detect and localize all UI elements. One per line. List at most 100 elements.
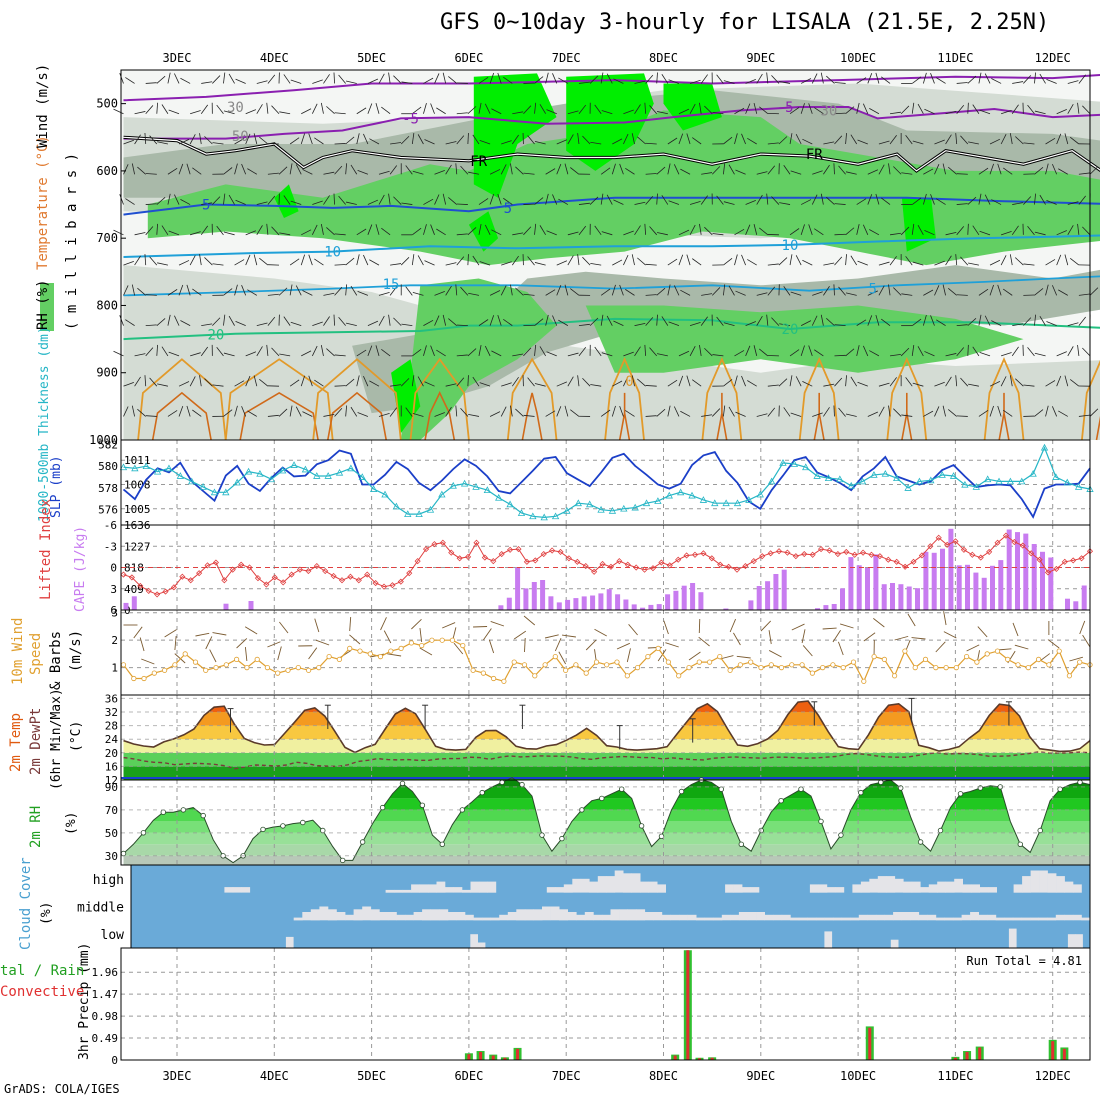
wind-barb	[756, 194, 763, 205]
li-point	[641, 566, 648, 573]
wind-barb	[612, 138, 623, 145]
wind-barb	[857, 260, 868, 266]
wind-barb	[1034, 167, 1044, 175]
thickness-point	[267, 475, 275, 483]
precip-conv-bar	[1062, 1048, 1066, 1060]
temp-band	[123, 701, 1090, 712]
cloud-cell-middle	[747, 912, 757, 921]
isotherm-label: 30	[227, 100, 244, 116]
wind-barb	[956, 226, 965, 236]
wind-barb	[515, 166, 524, 175]
wind-barb	[314, 137, 324, 145]
wind-barb	[545, 168, 556, 175]
wind-barb-10m	[554, 638, 562, 652]
wind-barb	[745, 345, 751, 357]
wind-barb	[167, 314, 171, 326]
cloud-cell-middle	[764, 914, 774, 921]
wind-barb	[134, 353, 146, 357]
wind-speed-point	[460, 642, 466, 649]
wind-barb	[564, 163, 569, 175]
cape-bar	[506, 597, 512, 610]
rh-band	[123, 844, 1090, 856]
wind-barb	[388, 314, 391, 326]
wind-barb	[1015, 378, 1024, 387]
li-point	[313, 563, 320, 570]
precip-conv-bar	[868, 1027, 872, 1060]
wind-barb	[501, 382, 512, 387]
wind-barb	[878, 261, 890, 266]
thickness-point	[119, 463, 128, 471]
cloud-cell-middle	[910, 912, 920, 921]
li-tick-label: 3	[110, 583, 117, 596]
wind-barb-10m	[616, 642, 630, 650]
cloud-cell-middle	[336, 912, 346, 921]
wind-barb	[131, 405, 135, 417]
precip-tick-label: 1.47	[92, 988, 119, 1001]
wind-barb	[301, 108, 312, 115]
wind-barb	[936, 319, 946, 326]
wind-barb	[1045, 284, 1049, 296]
wind-barb	[500, 164, 507, 175]
wind-barb	[613, 78, 624, 84]
li-point	[944, 541, 951, 548]
isotherm-25	[604, 357, 645, 441]
cloud-cell-high	[903, 881, 913, 893]
wind-barb	[1023, 384, 1035, 387]
wind-barb	[795, 255, 802, 266]
wind-barb	[783, 407, 791, 417]
wind-barb	[612, 380, 623, 387]
rh-point	[559, 835, 565, 842]
thickness-tick-label: 576	[98, 504, 118, 517]
wind-barb	[701, 414, 713, 417]
wind-barb	[619, 163, 624, 175]
cloud-cell-high	[971, 884, 980, 893]
wind-barb	[1034, 110, 1046, 115]
wind-barb	[167, 289, 178, 296]
wind-barb	[256, 346, 263, 357]
wind-barb-10m	[314, 618, 320, 633]
cape-bar	[1040, 551, 1045, 610]
ylabel-2m-dewpt: 2m DewPt	[28, 708, 44, 775]
wind-barb	[767, 165, 776, 175]
wind-barb	[570, 167, 580, 175]
wind-barb	[945, 134, 952, 145]
wind-barb	[699, 344, 702, 356]
wind-barb	[878, 285, 885, 296]
wind-barb	[442, 314, 447, 326]
li-point	[246, 564, 253, 571]
cloud-cell-middle	[1021, 917, 1031, 921]
wind-barb	[845, 254, 847, 266]
isotherm-30	[151, 391, 212, 441]
li-point	[607, 563, 615, 570]
wind-barb	[113, 229, 124, 236]
wind-barb	[455, 405, 458, 417]
wind-barb	[1012, 202, 1024, 205]
wind-barb	[1069, 258, 1080, 266]
wind-speed-point	[295, 664, 301, 671]
wind-barb	[948, 409, 957, 417]
wind-barb	[747, 259, 757, 266]
wind-barb	[484, 103, 491, 114]
wind-barb	[578, 104, 587, 114]
wind-barb	[756, 316, 763, 326]
wind-speed-point	[604, 662, 610, 668]
wind-speed-point	[1015, 662, 1021, 668]
rh-patch	[352, 265, 1100, 414]
wind-barb	[478, 102, 482, 114]
wind-speed-point	[706, 659, 713, 665]
wind-barb	[412, 291, 424, 296]
wind-barb	[867, 194, 873, 205]
wind-barb	[278, 408, 288, 417]
wind-barb	[1067, 346, 1074, 357]
wind-barb	[256, 322, 268, 327]
ylabel-temp-units: (°C)	[69, 721, 84, 752]
precip-tick-label: 0	[111, 1054, 118, 1067]
cloud-cell-middle	[798, 917, 808, 921]
wind-barb	[661, 316, 669, 326]
cloud-cell-high	[589, 881, 599, 893]
wind-speed-point	[624, 673, 630, 679]
isotherm-label: -5	[777, 100, 794, 116]
ylabel-minmax: (6hr Min/Max)	[49, 688, 64, 790]
ylabel-barbs: & Barbs	[48, 631, 64, 690]
